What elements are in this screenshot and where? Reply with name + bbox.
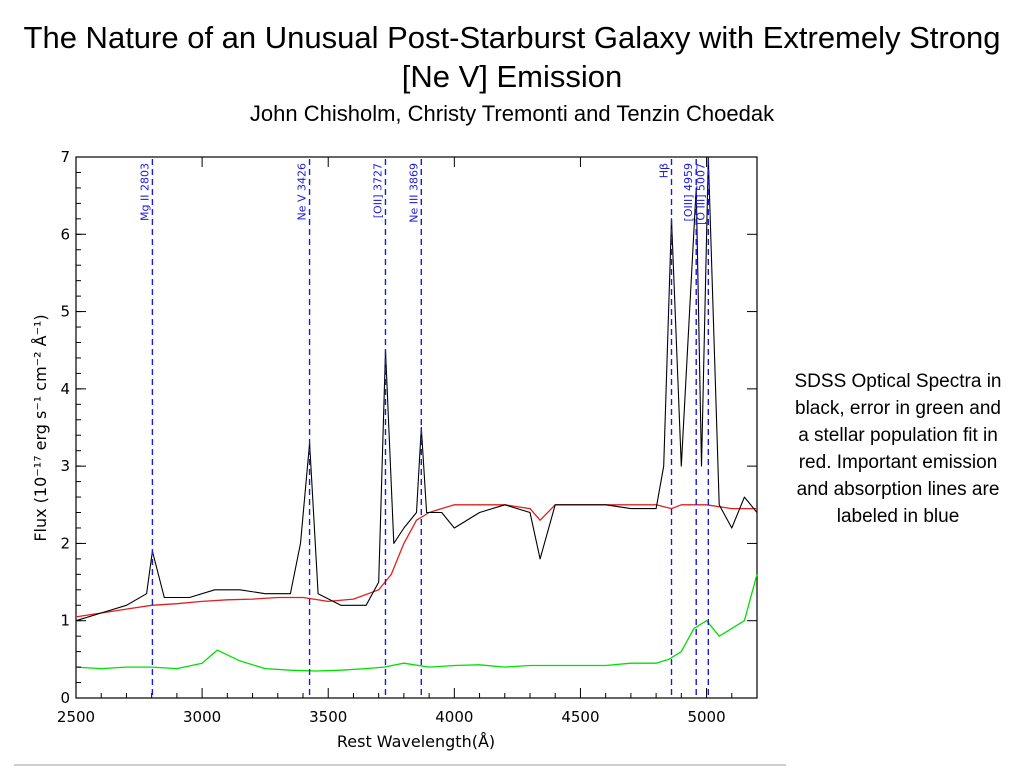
x-tick-label: 4500 [561, 708, 599, 726]
error-series [75, 574, 758, 672]
line-marker-label: Mg II 2803 [138, 163, 151, 221]
spectrum-line [75, 156, 758, 622]
y-tick-label: 0 [60, 689, 70, 707]
y-tick-label: 3 [60, 457, 70, 475]
y-tick-label: 1 [60, 612, 70, 630]
line-marker-label: [O III] 5007 [694, 163, 707, 225]
axes: 2500 3000 3500 4000 4500 5000 0 1 2 3 4 5 6 7 [57, 148, 758, 726]
x-tick-label: 3500 [309, 708, 347, 726]
slide-authors: John Chisholm, Christy Tremonti and Tenz… [249, 101, 775, 126]
line-markers: Mg II 2803 Ne V 3426 [OII] 3727 Ne III 3869… [138, 159, 710, 696]
bottom-divider [14, 764, 786, 766]
line-marker-label: Ne V 3426 [296, 163, 309, 221]
x-axis-label: Rest Wavelength(Å) [337, 732, 495, 751]
y-tick-label: 2 [60, 534, 70, 552]
fit-series [75, 504, 757, 618]
x-tick-label: 4000 [435, 708, 473, 726]
x-tick-label: 2500 [57, 708, 95, 726]
line-marker-label: [OIII] 4959 [682, 163, 695, 221]
fit-line [75, 504, 757, 618]
line-marker-label: Hβ [657, 163, 670, 178]
error-line [75, 574, 758, 672]
y-axis-label: Flux (10⁻¹⁷ erg s⁻¹ cm⁻² Å⁻¹) [31, 314, 50, 541]
y-tick-label: 5 [60, 303, 70, 321]
slide-caption: SDSS Optical Spectra in black, error in … [794, 371, 1002, 527]
y-tick-label: 7 [60, 148, 70, 166]
y-tick-label: 4 [60, 380, 70, 398]
slide-title: The Nature of an Unusual Post-Starburst … [23, 20, 1001, 94]
plot-frame [75, 156, 758, 699]
line-marker-label: Ne III 3869 [407, 163, 420, 223]
x-tick-label: 5000 [687, 708, 725, 726]
x-tick-label: 3000 [183, 708, 221, 726]
line-marker-label: [OII] 3727 [371, 163, 384, 218]
spectrum-series [75, 156, 758, 622]
y-tick-label: 6 [60, 225, 70, 243]
